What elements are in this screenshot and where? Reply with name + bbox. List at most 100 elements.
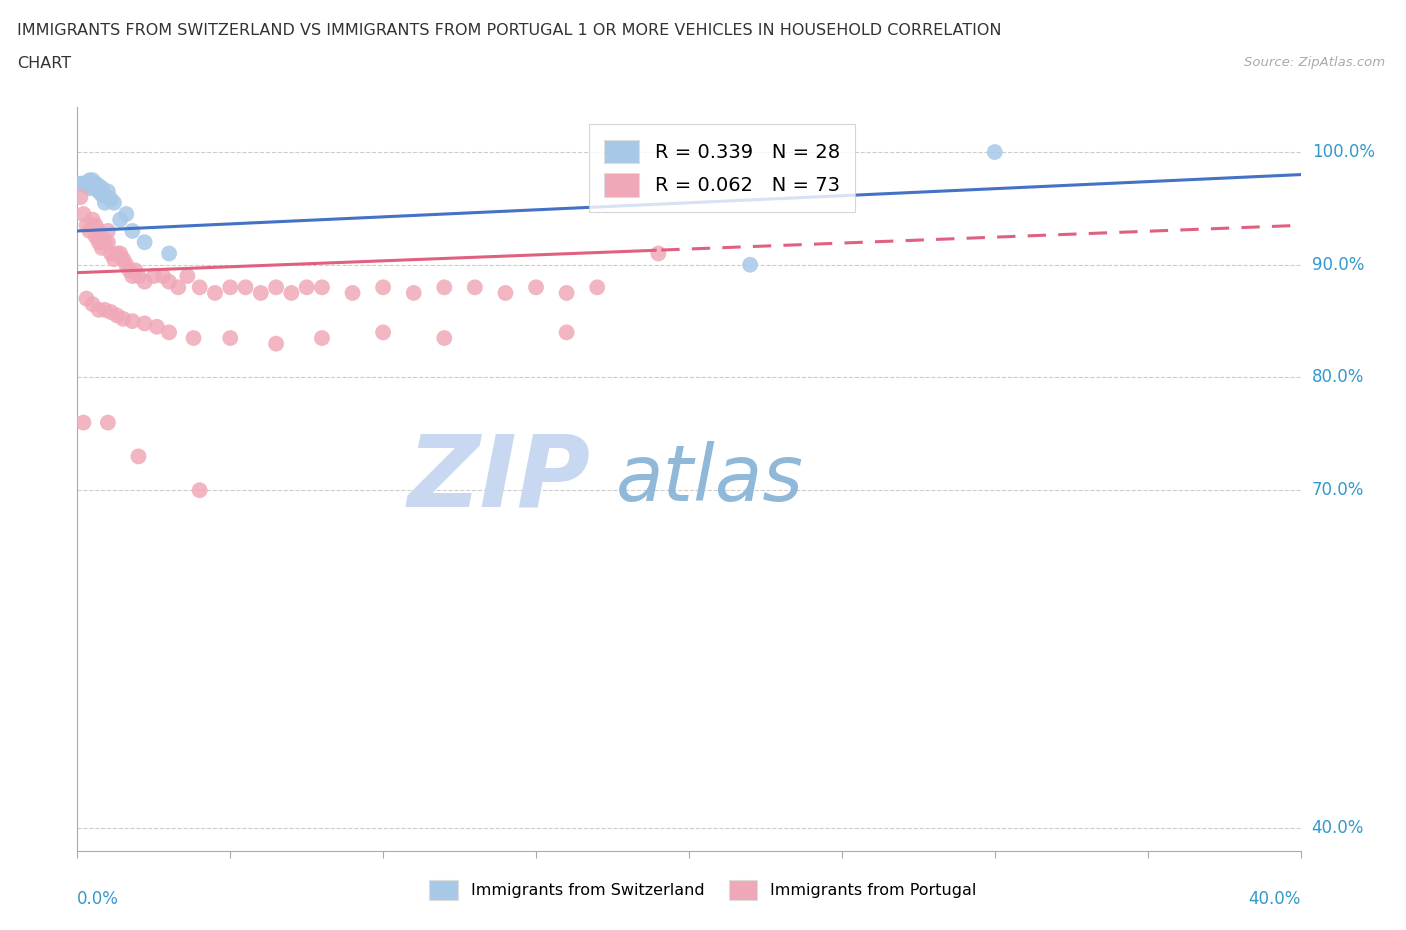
Point bbox=[124, 263, 146, 278]
Point bbox=[94, 195, 117, 210]
Point bbox=[402, 286, 425, 300]
Point bbox=[87, 184, 110, 199]
Point bbox=[103, 252, 125, 267]
Point bbox=[127, 449, 149, 464]
Point bbox=[97, 415, 120, 430]
Point bbox=[433, 330, 456, 345]
Point bbox=[555, 286, 578, 300]
Point bbox=[157, 246, 180, 261]
Point bbox=[464, 280, 486, 295]
Point bbox=[121, 269, 143, 284]
Point bbox=[84, 180, 107, 195]
Point bbox=[311, 330, 333, 345]
Point bbox=[84, 229, 107, 244]
Point bbox=[79, 180, 101, 195]
Point bbox=[69, 190, 91, 205]
Point bbox=[87, 223, 110, 238]
Point bbox=[112, 312, 135, 326]
Point bbox=[188, 280, 211, 295]
Point bbox=[115, 206, 138, 221]
Point bbox=[183, 330, 205, 345]
Point bbox=[295, 280, 318, 295]
Point bbox=[100, 246, 122, 261]
Point bbox=[84, 218, 107, 232]
Point bbox=[495, 286, 517, 300]
Point bbox=[97, 190, 120, 205]
Point bbox=[342, 286, 364, 300]
Point bbox=[108, 212, 131, 227]
Point bbox=[105, 246, 128, 261]
Point bbox=[90, 241, 112, 256]
Point bbox=[82, 218, 104, 232]
Point bbox=[134, 234, 156, 249]
Text: 100.0%: 100.0% bbox=[1312, 143, 1375, 161]
Point bbox=[134, 316, 156, 331]
Point bbox=[555, 325, 578, 339]
Point bbox=[118, 263, 141, 278]
Point bbox=[264, 280, 287, 295]
Point bbox=[105, 308, 128, 323]
Text: 90.0%: 90.0% bbox=[1312, 256, 1364, 273]
Text: CHART: CHART bbox=[17, 56, 70, 71]
Point bbox=[134, 274, 156, 289]
Point bbox=[82, 179, 104, 193]
Point bbox=[103, 195, 125, 210]
Text: Source: ZipAtlas.com: Source: ZipAtlas.com bbox=[1244, 56, 1385, 69]
Text: IMMIGRANTS FROM SWITZERLAND VS IMMIGRANTS FROM PORTUGAL 1 OR MORE VEHICLES IN HO: IMMIGRANTS FROM SWITZERLAND VS IMMIGRANT… bbox=[17, 23, 1001, 38]
Text: 80.0%: 80.0% bbox=[1312, 368, 1364, 387]
Point bbox=[82, 179, 104, 193]
Point bbox=[250, 286, 273, 300]
Point bbox=[121, 223, 143, 238]
Point bbox=[90, 180, 112, 195]
Text: ZIP: ZIP bbox=[408, 431, 591, 527]
Point bbox=[87, 179, 110, 193]
Point bbox=[264, 337, 287, 352]
Point bbox=[524, 280, 547, 295]
Point bbox=[219, 330, 242, 345]
Point bbox=[311, 280, 333, 295]
Text: 40.0%: 40.0% bbox=[1249, 890, 1301, 908]
Point bbox=[72, 176, 94, 191]
Point bbox=[647, 246, 669, 261]
Point bbox=[82, 173, 104, 188]
Point bbox=[219, 280, 242, 295]
Point bbox=[371, 280, 394, 295]
Point bbox=[82, 212, 104, 227]
Point bbox=[433, 280, 456, 295]
Point bbox=[188, 483, 211, 498]
Point bbox=[72, 415, 94, 430]
Point bbox=[79, 173, 101, 188]
Point bbox=[82, 297, 104, 312]
Point bbox=[157, 274, 180, 289]
Point bbox=[121, 313, 143, 328]
Text: 70.0%: 70.0% bbox=[1312, 481, 1364, 499]
Point bbox=[94, 302, 117, 317]
Legend: R = 0.339   N = 28, R = 0.062   N = 73: R = 0.339 N = 28, R = 0.062 N = 73 bbox=[589, 124, 855, 212]
Point bbox=[97, 184, 120, 199]
Text: atlas: atlas bbox=[616, 441, 803, 517]
Point bbox=[100, 192, 122, 206]
Point bbox=[100, 305, 122, 320]
Point bbox=[72, 206, 94, 221]
Point bbox=[84, 179, 107, 193]
Point bbox=[84, 176, 107, 191]
Point bbox=[586, 280, 609, 295]
Point bbox=[152, 269, 174, 284]
Point bbox=[79, 223, 101, 238]
Point bbox=[97, 223, 120, 238]
Point bbox=[204, 286, 226, 300]
Point bbox=[90, 229, 112, 244]
Point bbox=[142, 269, 165, 284]
Text: 40.0%: 40.0% bbox=[1312, 819, 1364, 837]
Point bbox=[984, 144, 1007, 159]
Point bbox=[76, 218, 98, 232]
Point bbox=[90, 188, 112, 203]
Point bbox=[94, 234, 117, 249]
Point bbox=[127, 269, 149, 284]
Point bbox=[167, 280, 190, 295]
Point bbox=[157, 325, 180, 339]
Point bbox=[176, 269, 198, 284]
Point bbox=[76, 179, 98, 193]
Point bbox=[97, 234, 120, 249]
Point bbox=[115, 258, 138, 272]
